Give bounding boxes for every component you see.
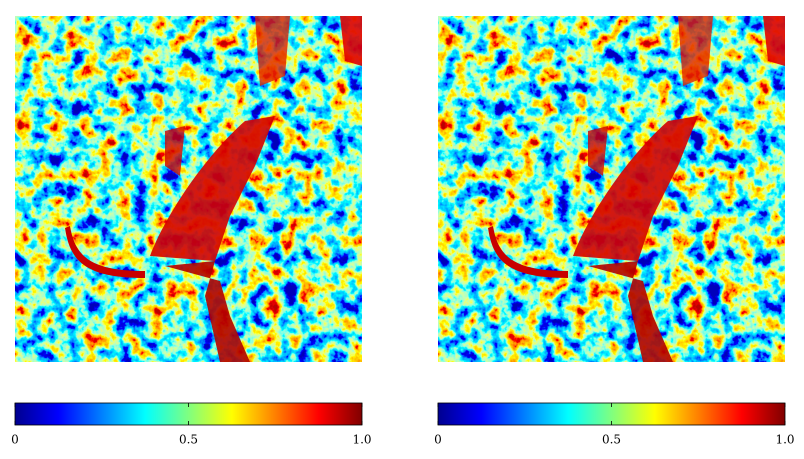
colorbar-tick-label: 0.5: [179, 433, 198, 447]
colorbar-tick-label: 0: [434, 433, 442, 447]
heatmap-image: [438, 16, 785, 362]
colorbar-tick-label: 1.0: [775, 433, 794, 447]
colorbar-tick-label: 1.0: [352, 433, 371, 447]
colorbar-tick-label: 0.5: [602, 433, 621, 447]
heatmap-image: [15, 16, 362, 362]
colorbar-tick-label: 0: [11, 433, 19, 447]
